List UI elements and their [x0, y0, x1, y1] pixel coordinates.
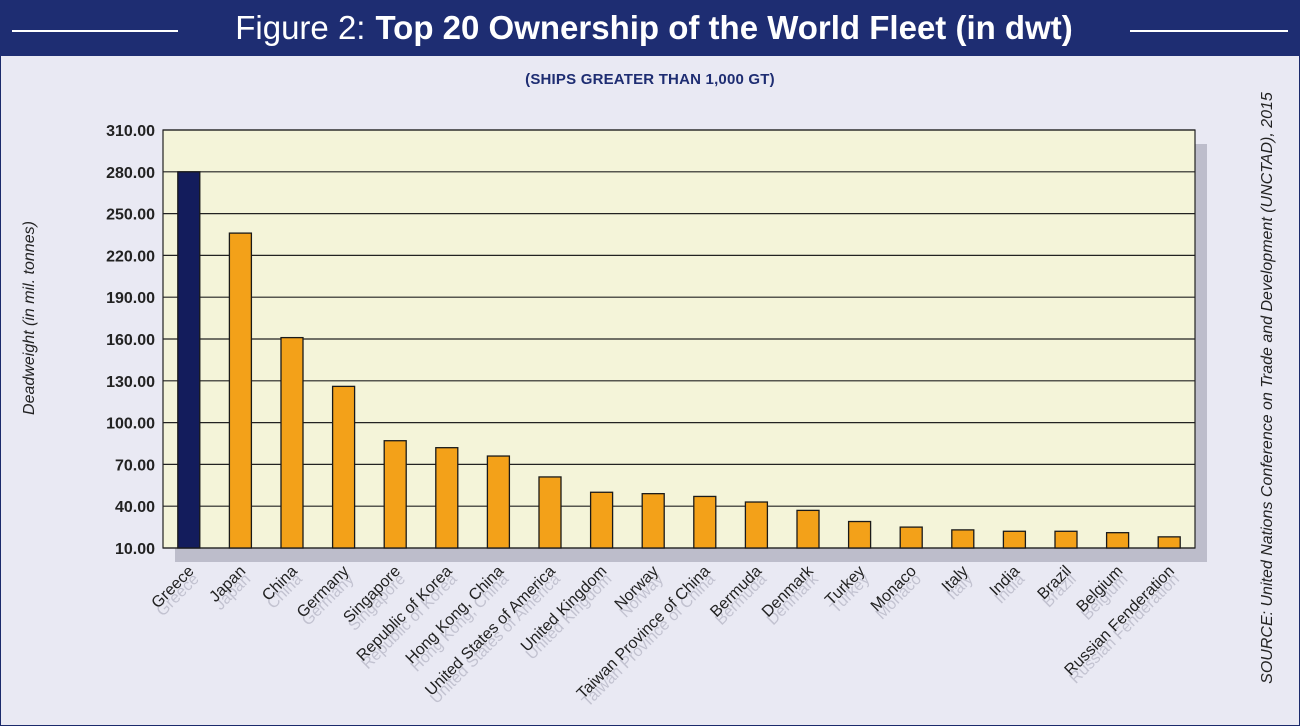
bar	[693, 495, 717, 549]
bar	[538, 476, 562, 549]
bar	[177, 171, 201, 549]
bar	[796, 509, 820, 549]
y-tick-label: 100.00	[106, 416, 155, 433]
y-tick-label: 10.00	[115, 541, 155, 558]
y-tick-label: 310.00	[106, 123, 155, 140]
bar	[951, 529, 975, 549]
bar	[1157, 536, 1181, 549]
figure-number: Figure 2:	[235, 9, 366, 46]
chart-subtitle: (SHIPS GREATER THAN 1,000 GT)	[525, 71, 775, 88]
y-tick-label: 250.00	[106, 207, 155, 224]
bar	[383, 440, 407, 549]
bar	[228, 232, 253, 549]
plot-border	[162, 129, 1196, 549]
bar	[331, 385, 356, 549]
bar	[1054, 530, 1078, 549]
y-tick-label: 220.00	[106, 248, 155, 265]
y-tick-label: 160.00	[106, 332, 155, 349]
y-tick-label: 40.00	[115, 499, 155, 516]
bar	[280, 336, 304, 549]
bar	[1105, 532, 1130, 549]
bar	[899, 526, 923, 549]
y-tick-label: 70.00	[115, 457, 155, 474]
y-tick-label: 280.00	[106, 165, 155, 182]
figure-title-text: Top 20 Ownership of the World Fleet (in …	[375, 9, 1073, 46]
header-rule-right	[1130, 30, 1288, 32]
bar	[641, 493, 665, 549]
y-tick-label: 130.00	[106, 374, 155, 391]
bar	[847, 520, 872, 549]
bar	[1002, 530, 1027, 549]
header-rule-left	[12, 30, 178, 32]
y-tick-label: 190.00	[106, 290, 155, 307]
figure-header: Figure 2: Top 20 Ownership of the World …	[0, 0, 1300, 56]
bar	[589, 491, 614, 549]
bar	[744, 501, 769, 549]
bar	[486, 455, 511, 549]
bar	[435, 447, 459, 549]
figure-title: Figure 2: Top 20 Ownership of the World …	[180, 0, 1128, 56]
